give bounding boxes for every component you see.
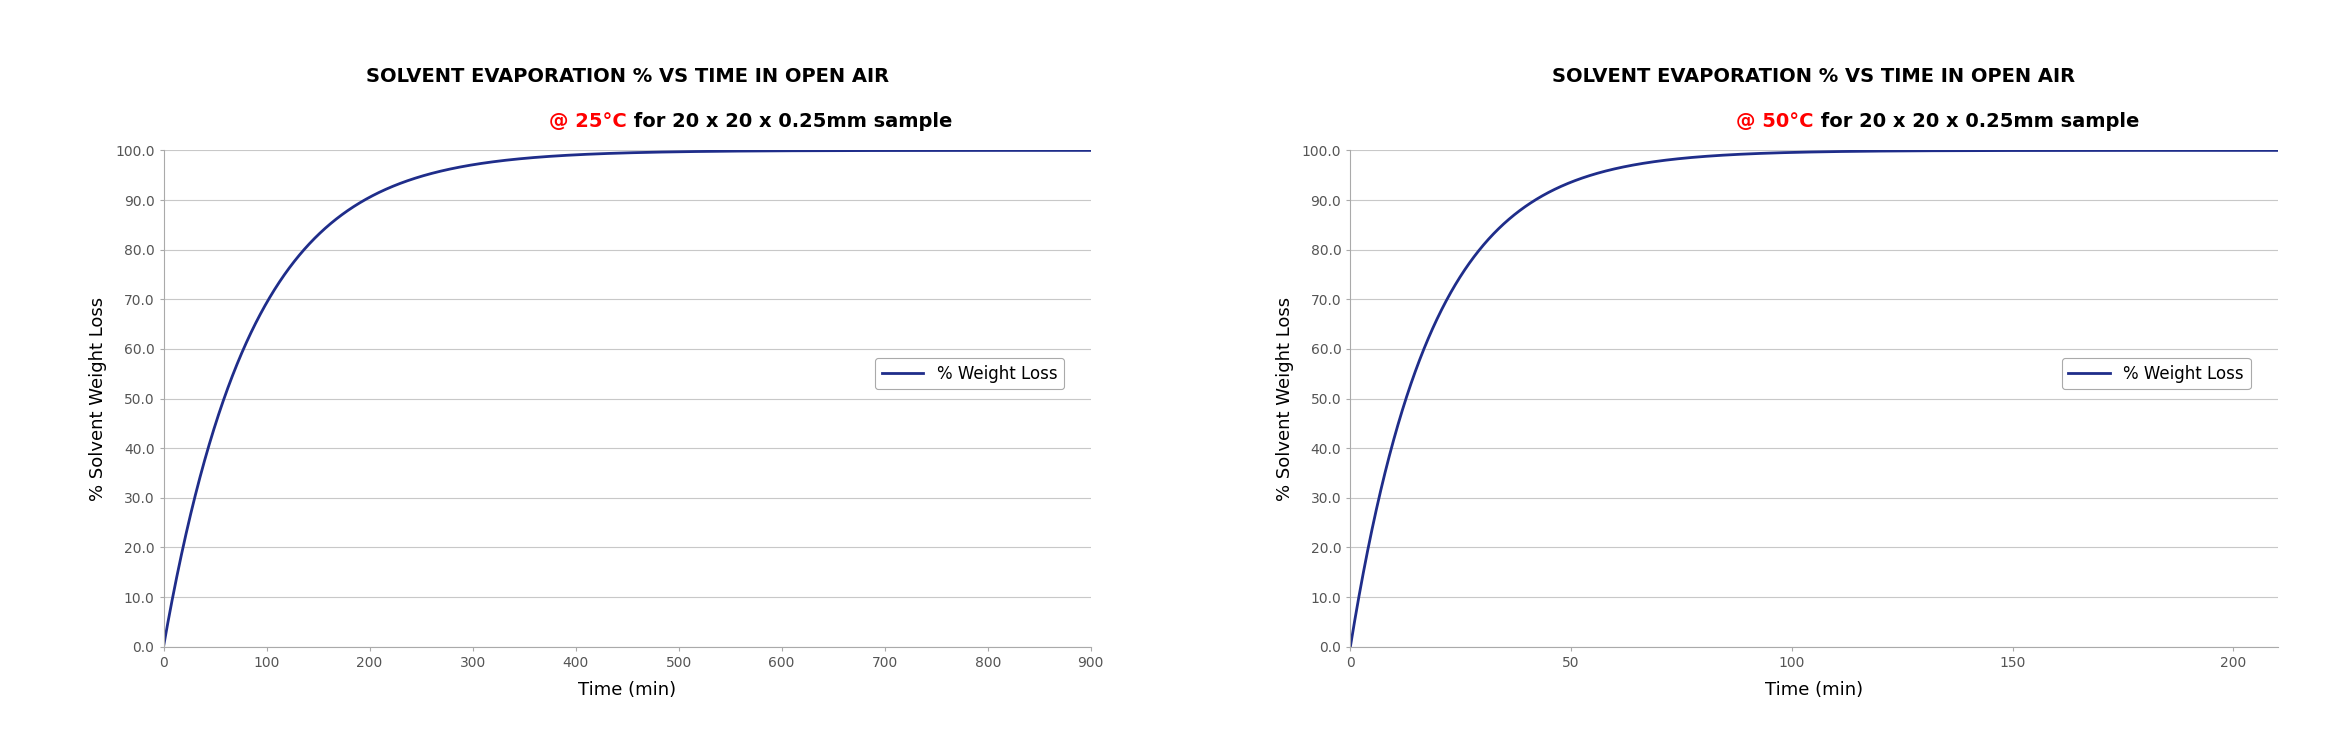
% Weight Loss	[1058, 146, 1086, 155]
Text: @ 25°C: @ 25°C	[549, 112, 626, 132]
% Weight Loss	[1441, 279, 1469, 288]
% Weight Loss	[150, 642, 178, 651]
% Weight Loss	[1077, 146, 1105, 155]
% Weight Loss	[1691, 152, 1719, 161]
% Weight Loss	[958, 146, 986, 155]
Text: SOLVENT EVAPORATION % VS TIME IN OPEN AIR: SOLVENT EVAPORATION % VS TIME IN OPEN AI…	[364, 68, 888, 86]
% Weight Loss	[2144, 146, 2172, 155]
Legend: % Weight Loss: % Weight Loss	[2063, 358, 2250, 390]
% Weight Loss	[1497, 213, 1525, 222]
% Weight Loss	[1336, 642, 1364, 651]
% Weight Loss	[311, 225, 339, 234]
% Weight Loss	[255, 294, 283, 303]
% Weight Loss	[2245, 146, 2273, 155]
% Weight Loss	[2264, 146, 2292, 155]
Y-axis label: % Solvent Weight Loss: % Solvent Weight Loss	[89, 296, 107, 501]
Y-axis label: % Solvent Weight Loss: % Solvent Weight Loss	[1275, 296, 1294, 501]
Text: @ 50°C: @ 50°C	[1736, 112, 1815, 132]
X-axis label: Time (min): Time (min)	[577, 681, 675, 699]
% Weight Loss	[505, 154, 533, 163]
Line: % Weight Loss: % Weight Loss	[164, 150, 1091, 647]
% Weight Loss	[544, 151, 572, 160]
X-axis label: Time (min): Time (min)	[1766, 681, 1864, 699]
Text: for 20 x 20 x 0.25mm sample: for 20 x 20 x 0.25mm sample	[626, 112, 953, 132]
Line: % Weight Loss: % Weight Loss	[1350, 150, 2278, 647]
% Weight Loss	[1731, 150, 1759, 159]
Text: for 20 x 20 x 0.25mm sample: for 20 x 20 x 0.25mm sample	[1815, 112, 2140, 132]
Text: SOLVENT EVAPORATION % VS TIME IN OPEN AIR: SOLVENT EVAPORATION % VS TIME IN OPEN AI…	[1553, 68, 2077, 86]
Legend: % Weight Loss: % Weight Loss	[876, 358, 1063, 390]
